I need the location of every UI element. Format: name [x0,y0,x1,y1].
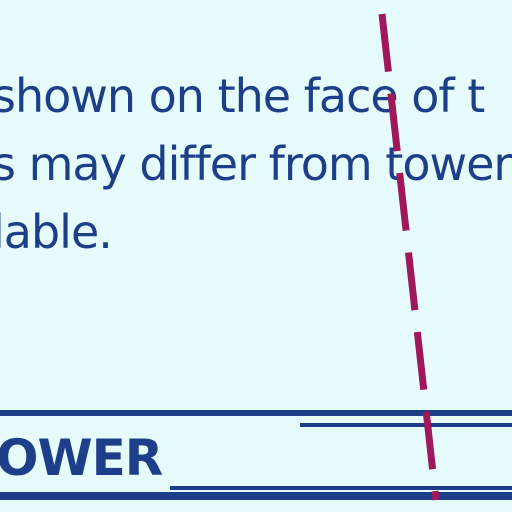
section-rule-top [0,410,512,416]
body-line-2: s may differ from tower [0,137,512,191]
section-rule-top-inner [300,423,512,427]
body-line-1: shown on the face of t [0,69,485,123]
body-line-3: lable. [0,205,113,259]
body-text: shown on the face of t s may differ from… [0,62,512,266]
section-rule-bottom [0,492,512,500]
section-rule-bottom-inner [170,486,512,490]
section-header-label: OWER [0,429,163,487]
